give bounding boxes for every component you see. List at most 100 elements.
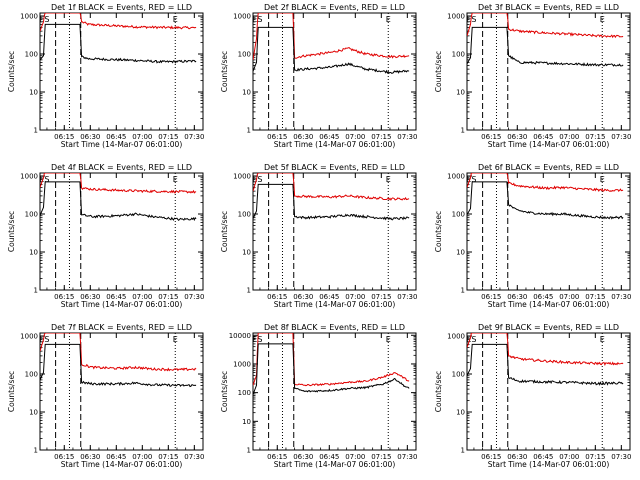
chart-panel-9: Det 9f BLACK = Events, RED = LLD 1 10 100 10… bbox=[434, 323, 631, 469]
x-tick-label: 07:00 bbox=[132, 133, 152, 141]
y-tick-label: 1 bbox=[461, 447, 465, 455]
series-line-lld bbox=[40, 13, 197, 32]
y-tick-label: 10 bbox=[456, 89, 465, 97]
chart-panel-5: Det 5f BLACK = Events, RED = LLD 1 10 100 10… bbox=[220, 163, 417, 309]
series-line-lld bbox=[467, 173, 624, 193]
y-tick-label: 1000 bbox=[447, 333, 465, 341]
chart-panel-3: Det 3f BLACK = Events, RED = LLD 1 10 100 10… bbox=[434, 3, 631, 149]
x-tick-label: 06:15 bbox=[54, 453, 74, 461]
y-tick-label: 10 bbox=[242, 249, 251, 257]
x-tick-label: 07:00 bbox=[559, 293, 579, 301]
plot-frame bbox=[466, 12, 631, 131]
chart-panel-1: Det 1f BLACK = Events, RED = LLD 1 10 100 10… bbox=[7, 3, 204, 149]
marker-label: S bbox=[471, 15, 476, 24]
x-tick-label: 06:45 bbox=[106, 293, 126, 301]
y-axis-label: Counts/sec bbox=[434, 371, 443, 412]
y-tick-label: 10 bbox=[29, 89, 38, 97]
y-axis-label: Counts/sec bbox=[7, 51, 16, 92]
y-tick-label: 100 bbox=[452, 211, 465, 219]
x-tick-label: 07:15 bbox=[585, 133, 605, 141]
marker-label: S bbox=[44, 175, 49, 184]
marker-label: E bbox=[252, 15, 257, 24]
x-axis-label: Start Time (14-Mar-07 06:01:00) bbox=[61, 300, 183, 309]
y-tick-label: 1000 bbox=[20, 13, 38, 21]
x-tick-label: 06:30 bbox=[293, 453, 313, 461]
plot-frame bbox=[252, 332, 417, 451]
marker-label: E bbox=[600, 175, 605, 184]
x-axis-label: Start Time (14-Mar-07 06:01:00) bbox=[488, 460, 610, 469]
x-tick-label: 06:30 bbox=[80, 453, 100, 461]
series-line-lld bbox=[253, 13, 410, 60]
y-tick-label: 100 bbox=[25, 371, 38, 379]
x-tick-label: 06:15 bbox=[267, 133, 287, 141]
x-tick-label: 07:00 bbox=[132, 293, 152, 301]
x-tick-label: 06:45 bbox=[533, 453, 553, 461]
series-line-lld bbox=[253, 173, 410, 201]
y-tick-label: 1000 bbox=[447, 173, 465, 181]
x-tick-label: 07:15 bbox=[585, 453, 605, 461]
y-tick-label: 100 bbox=[238, 389, 251, 397]
x-tick-label: 06:15 bbox=[54, 293, 74, 301]
x-tick-label: 06:45 bbox=[533, 133, 553, 141]
x-tick-label: 06:45 bbox=[106, 133, 126, 141]
plot-frame bbox=[39, 172, 204, 291]
chart-title: Det 8f BLACK = Events, RED = LLD bbox=[264, 323, 405, 332]
x-tick-label: 07:00 bbox=[345, 453, 365, 461]
y-axis-label: Counts/sec bbox=[220, 211, 229, 252]
series-line-events bbox=[40, 181, 197, 222]
y-tick-label: 10 bbox=[29, 249, 38, 257]
x-tick-label: 07:00 bbox=[559, 133, 579, 141]
x-tick-label: 07:15 bbox=[585, 293, 605, 301]
chart-title: Det 3f BLACK = Events, RED = LLD bbox=[478, 3, 619, 12]
chart-panel-6: Det 6f BLACK = Events, RED = LLD 1 10 100 10… bbox=[434, 163, 631, 309]
y-tick-label: 10000 bbox=[229, 332, 251, 340]
x-tick-label: 06:15 bbox=[267, 453, 287, 461]
x-tick-label: 07:00 bbox=[132, 453, 152, 461]
x-tick-label: 07:15 bbox=[158, 453, 178, 461]
y-tick-label: 100 bbox=[452, 371, 465, 379]
y-tick-label: 1000 bbox=[233, 173, 251, 181]
plot-frame bbox=[252, 12, 417, 131]
marker-label: E bbox=[600, 15, 605, 24]
x-tick-label: 06:45 bbox=[319, 133, 339, 141]
y-tick-label: 100 bbox=[452, 51, 465, 59]
x-axis-label: Start Time (14-Mar-07 06:01:00) bbox=[61, 140, 183, 149]
marker-label: E bbox=[39, 335, 44, 344]
x-tick-label: 06:30 bbox=[80, 293, 100, 301]
x-tick-label: 07:30 bbox=[397, 293, 417, 301]
x-tick-label: 06:30 bbox=[507, 453, 527, 461]
marker-label: E bbox=[466, 335, 471, 344]
marker-label: E bbox=[39, 175, 44, 184]
chart-panel-8: Det 8f BLACK = Events, RED = LLD 1 10 100 10… bbox=[220, 323, 417, 469]
series-line-events bbox=[253, 26, 410, 74]
x-tick-label: 07:00 bbox=[345, 293, 365, 301]
y-axis-label: Counts/sec bbox=[434, 51, 443, 92]
chart-panel-7: Det 7f BLACK = Events, RED = LLD 1 10 100 10… bbox=[7, 323, 204, 469]
marker-label: E bbox=[386, 335, 391, 344]
x-tick-label: 07:15 bbox=[371, 453, 391, 461]
series-line-events bbox=[467, 343, 624, 386]
x-tick-label: 06:15 bbox=[481, 293, 501, 301]
x-tick-label: 07:15 bbox=[158, 293, 178, 301]
y-tick-label: 10 bbox=[242, 418, 251, 426]
x-tick-label: 06:45 bbox=[106, 453, 126, 461]
series-line-events bbox=[253, 183, 410, 221]
series-line-lld bbox=[253, 333, 410, 387]
x-tick-label: 07:30 bbox=[611, 453, 631, 461]
chart-title: Det 5f BLACK = Events, RED = LLD bbox=[264, 163, 405, 172]
marker-label: E bbox=[386, 175, 391, 184]
marker-label: S bbox=[471, 335, 476, 344]
chart-title: Det 4f BLACK = Events, RED = LLD bbox=[51, 163, 192, 172]
chart-title: Det 7f BLACK = Events, RED = LLD bbox=[51, 323, 192, 332]
plot-frame bbox=[39, 332, 204, 451]
x-tick-label: 07:15 bbox=[158, 133, 178, 141]
marker-label: E bbox=[466, 175, 471, 184]
marker-label: E bbox=[386, 15, 391, 24]
marker-label: E bbox=[173, 175, 178, 184]
y-axis-label: Counts/sec bbox=[220, 51, 229, 92]
x-tick-label: 06:30 bbox=[80, 133, 100, 141]
series-line-events bbox=[40, 343, 197, 388]
y-tick-label: 1 bbox=[461, 127, 465, 135]
marker-label: E bbox=[252, 335, 257, 344]
y-axis-label: Counts/sec bbox=[220, 371, 229, 412]
